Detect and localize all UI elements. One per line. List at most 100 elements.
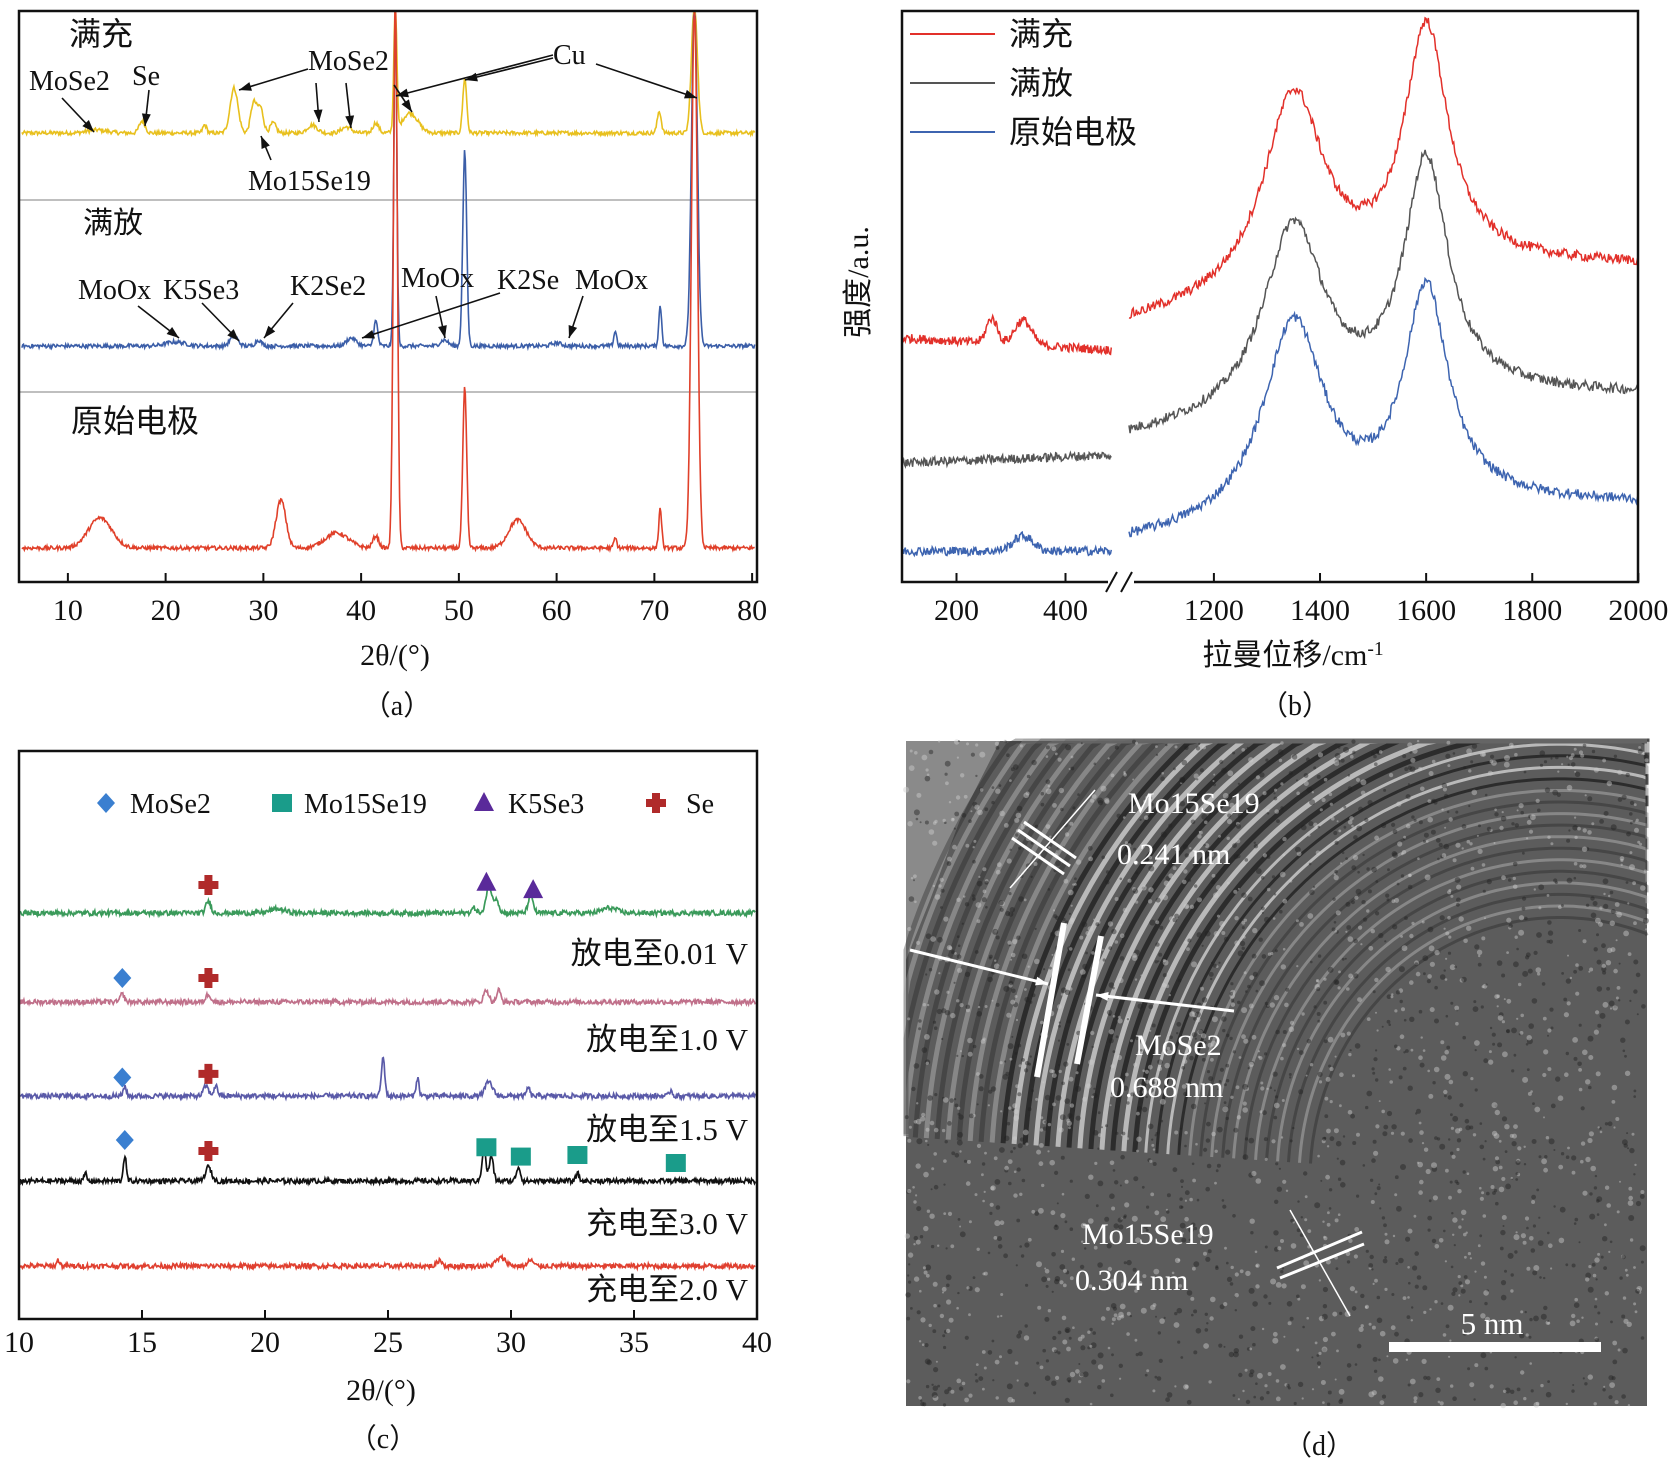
noise-speck [926,1209,931,1213]
noise-speck [1082,1096,1087,1102]
noise-speck [1378,1100,1381,1103]
noise-speck [1612,1340,1618,1346]
noise-speck [1247,984,1251,989]
noise-speck [1513,1053,1517,1057]
noise-speck [913,1243,916,1246]
noise-speck [1338,1399,1343,1404]
noise-speck [1123,771,1126,774]
noise-speck [919,1235,924,1239]
noise-speck [1334,980,1339,985]
noise-speck [1029,1000,1033,1004]
noise-speck [1636,1013,1639,1016]
noise-speck [1376,1295,1381,1300]
noise-speck [1127,843,1132,848]
noise-speck [1047,1122,1052,1127]
noise-speck [1554,881,1558,884]
noise-speck [1159,925,1164,930]
noise-speck [1244,1137,1249,1141]
noise-speck [1004,740,1007,744]
noise-speck [1620,1037,1626,1043]
noise-speck [1470,866,1475,871]
noise-speck [1495,1159,1501,1165]
noise-speck [1162,959,1169,966]
noise-speck [1566,784,1573,791]
noise-speck [925,1384,930,1389]
noise-speck [1621,1314,1626,1319]
noise-speck [1522,1076,1529,1083]
noise-speck [910,1307,913,1310]
noise-speck [1008,983,1013,988]
noise-speck [1107,1266,1113,1272]
noise-speck [945,1328,951,1334]
noise-speck [1331,1331,1336,1337]
noise-speck [1578,1023,1582,1027]
noise-speck [1555,1076,1561,1082]
noise-speck [1444,1094,1447,1098]
lattice-fringe [934,738,1647,1140]
noise-speck [1434,1136,1438,1140]
noise-speck [1444,793,1449,799]
noise-speck [1071,1257,1076,1261]
noise-speck [1627,1404,1631,1407]
noise-speck [1407,1266,1410,1269]
noise-speck [1413,1400,1417,1404]
noise-speck [1394,1175,1399,1180]
noise-speck [1460,1288,1466,1294]
noise-speck [1197,1233,1203,1238]
x-tick-label: 20 [151,594,181,627]
noise-speck [1637,749,1643,755]
noise-speck [1208,971,1214,977]
noise-speck [1541,1158,1547,1165]
noise-speck [1428,1093,1434,1099]
noise-speck [1012,1103,1018,1109]
noise-speck [1603,811,1609,816]
noise-speck [1358,1326,1364,1332]
noise-speck [1635,972,1641,978]
noise-speck [1045,1359,1049,1363]
noise-speck [1347,786,1353,791]
noise-speck [1072,806,1076,810]
noise-speck [1356,1343,1362,1349]
noise-speck [1258,937,1263,942]
noise-speck [1507,1252,1514,1259]
noise-speck [1172,866,1177,871]
noise-speck [1041,1276,1047,1283]
noise-speck [1494,1156,1500,1161]
noise-speck [1450,1265,1454,1269]
noise-speck [1273,1115,1278,1120]
noise-speck [1068,1336,1072,1340]
noise-speck [1203,843,1207,847]
noise-speck [1019,1137,1025,1142]
noise-speck [1010,958,1013,961]
noise-speck [1538,884,1545,891]
noise-speck [1027,965,1030,968]
noise-speck [1210,961,1214,964]
noise-speck [1454,1005,1460,1011]
noise-speck [1513,1400,1518,1405]
noise-speck [1570,753,1575,757]
noise-speck [1424,874,1431,881]
noise-speck [1210,1040,1217,1047]
noise-speck [1340,1032,1346,1038]
noise-speck [1197,1029,1203,1036]
noise-speck [1282,1179,1287,1184]
noise-speck [1391,1293,1395,1296]
noise-speck [1289,879,1293,883]
noise-speck [1060,807,1064,812]
noise-speck [1339,1398,1344,1402]
noise-speck [1408,1281,1411,1285]
noise-speck [1567,1146,1570,1150]
noise-speck [1008,944,1012,947]
noise-speck [1057,1004,1062,1010]
noise-speck [1469,1382,1475,1388]
noise-speck [1282,836,1287,842]
noise-speck [1334,929,1338,933]
noise-speck [1104,799,1110,805]
scale-bar-label: 5 nm [1461,1306,1524,1341]
noise-speck [1262,791,1267,796]
noise-speck [926,1359,932,1366]
noise-speck [1597,1311,1601,1315]
noise-speck [1106,1284,1110,1288]
noise-speck [1174,745,1178,749]
noise-speck [1304,1195,1308,1199]
